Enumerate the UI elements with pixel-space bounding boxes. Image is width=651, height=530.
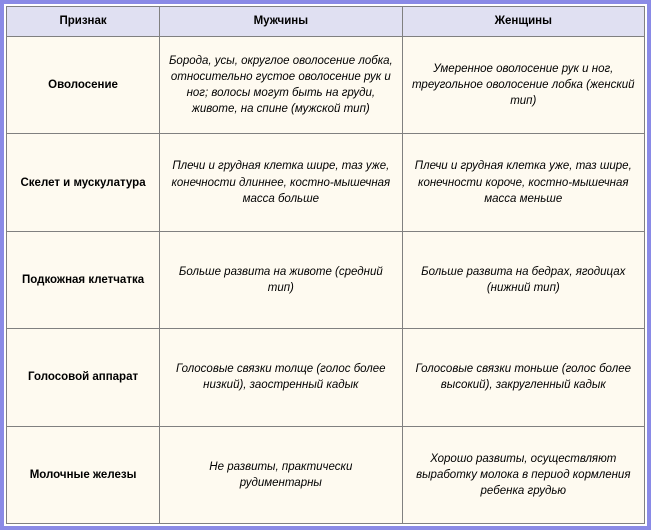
- table-row: Молочные железыНе развиты, практически р…: [7, 426, 645, 523]
- cell-female: Умеренное оволосение рук и ног, треуголь…: [402, 37, 644, 134]
- table-row: Голосовой аппаратГолосовые связки толще …: [7, 329, 645, 426]
- table-row: Подкожная клетчаткаБольше развита на жив…: [7, 231, 645, 328]
- cell-female: Голосовые связки тоньше (голос более выс…: [402, 329, 644, 426]
- comparison-table: Признак Мужчины Женщины ОволосениеБорода…: [6, 6, 645, 524]
- cell-feature: Подкожная клетчатка: [7, 231, 160, 328]
- table-row: Скелет и мускулатураПлечи и грудная клет…: [7, 134, 645, 231]
- cell-feature: Скелет и мускулатура: [7, 134, 160, 231]
- cell-feature: Голосовой аппарат: [7, 329, 160, 426]
- col-header-female: Женщины: [402, 7, 644, 37]
- cell-male: Голосовые связки толще (голос более низк…: [160, 329, 402, 426]
- table-frame: Признак Мужчины Женщины ОволосениеБорода…: [0, 0, 651, 530]
- cell-male: Не развиты, практически рудиментарны: [160, 426, 402, 523]
- cell-female: Плечи и грудная клетка уже, таз шире, ко…: [402, 134, 644, 231]
- cell-female: Больше развита на бедрах, ягодицах (нижн…: [402, 231, 644, 328]
- cell-male: Борода, усы, округлое оволосение лобка, …: [160, 37, 402, 134]
- cell-feature: Молочные железы: [7, 426, 160, 523]
- cell-female: Хорошо развиты, осуществляют выработку м…: [402, 426, 644, 523]
- cell-male: Больше развита на животе (средний тип): [160, 231, 402, 328]
- table-body: ОволосениеБорода, усы, округлое оволосен…: [7, 37, 645, 524]
- cell-male: Плечи и грудная клетка шире, таз уже, ко…: [160, 134, 402, 231]
- header-row: Признак Мужчины Женщины: [7, 7, 645, 37]
- table-row: ОволосениеБорода, усы, округлое оволосен…: [7, 37, 645, 134]
- col-header-feature: Признак: [7, 7, 160, 37]
- col-header-male: Мужчины: [160, 7, 402, 37]
- cell-feature: Оволосение: [7, 37, 160, 134]
